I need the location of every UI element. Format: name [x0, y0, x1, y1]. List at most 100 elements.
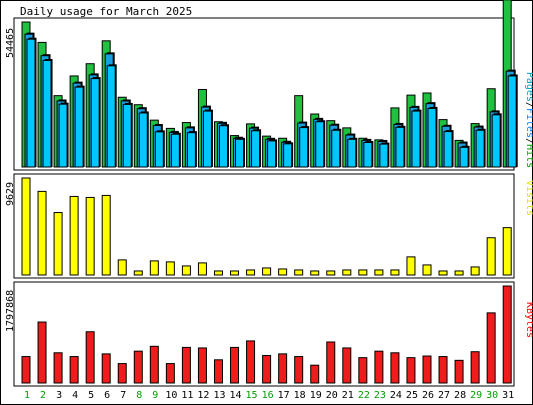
visits-bar-day-8 [133, 270, 143, 276]
kbytes-bar-day-12 [197, 347, 207, 384]
x-tick-label-15: 15 [246, 390, 258, 401]
visits-bar-day-15 [246, 269, 256, 276]
x-tick-label-12: 12 [197, 390, 209, 401]
x-tick-label-25: 25 [406, 390, 418, 401]
legend-files: Files [524, 108, 533, 138]
x-tick-label-4: 4 [72, 390, 78, 401]
panel-middle-bars [21, 177, 512, 276]
panel-bottom-max-label: 1797868 [5, 290, 16, 332]
pages-bar-day-6 [106, 65, 116, 168]
x-tick-label-22: 22 [358, 390, 370, 401]
visits-bar-day-28 [454, 270, 464, 276]
visits-bar-day-11 [181, 265, 191, 276]
visits-bar-day-13 [213, 270, 223, 276]
visits-bar-day-31 [502, 227, 512, 276]
visits-bar-day-6 [101, 194, 111, 276]
pages-bar-day-9 [154, 131, 164, 168]
visits-bar-day-12 [197, 262, 207, 276]
x-tick-label-26: 26 [422, 390, 434, 401]
visits-bar-day-10 [165, 261, 175, 276]
x-tick-label-17: 17 [278, 390, 290, 401]
kbytes-bar-day-26 [422, 355, 432, 384]
visits-bar-day-19 [310, 270, 320, 276]
x-tick-label-11: 11 [181, 390, 193, 401]
kbytes-bar-day-2 [37, 321, 47, 384]
kbytes-bar-day-5 [85, 331, 95, 384]
kbytes-bar-day-18 [294, 356, 304, 384]
kbytes-bar-day-23 [374, 350, 384, 384]
kbytes-bar-day-4 [69, 356, 79, 384]
kbytes-bar-day-8 [133, 350, 143, 384]
kbytes-bar-day-10 [165, 363, 175, 384]
pages-bar-day-20 [331, 129, 341, 168]
kbytes-bar-day-30 [486, 312, 496, 384]
x-tick-label-7: 7 [120, 390, 126, 401]
pages-bar-day-12 [202, 110, 212, 168]
panel-top: 54465 Pages/Files/Hits [5, 0, 533, 171]
pages-bar-day-4 [74, 86, 84, 168]
visits-bar-day-3 [53, 212, 63, 276]
kbytes-bar-day-24 [390, 352, 400, 384]
x-tick-label-29: 29 [470, 390, 482, 401]
visits-bar-day-30 [486, 237, 496, 276]
pages-bar-day-28 [459, 146, 469, 168]
visits-bar-day-16 [262, 267, 272, 276]
pages-bar-day-5 [90, 78, 100, 168]
visits-bar-day-14 [230, 270, 240, 276]
pages-bar-day-8 [138, 112, 148, 168]
panel-middle-frame [13, 173, 515, 279]
legend-hits: Hits [524, 144, 533, 168]
visits-bar-day-22 [358, 269, 368, 276]
kbytes-bar-day-29 [470, 351, 480, 384]
x-tick-label-28: 28 [454, 390, 466, 401]
x-tick-label-31: 31 [502, 390, 514, 401]
kbytes-bar-day-6 [101, 353, 111, 384]
visits-bar-day-17 [278, 268, 288, 276]
x-tick-label-6: 6 [104, 390, 110, 401]
visits-bar-day-29 [470, 266, 480, 276]
pages-bar-day-29 [475, 129, 485, 168]
legend-separator-1: / [524, 102, 533, 108]
x-tick-label-16: 16 [262, 390, 274, 401]
kbytes-bar-day-1 [21, 356, 31, 384]
kbytes-bar-day-22 [358, 357, 368, 384]
panel-top-bars [21, 0, 518, 168]
visits-bar-day-7 [117, 259, 127, 276]
visits-bar-day-18 [294, 269, 304, 276]
x-tick-label-10: 10 [165, 390, 177, 401]
kbytes-bar-day-14 [230, 346, 240, 384]
visits-bar-day-9 [149, 260, 159, 276]
pages-bar-day-24 [395, 126, 405, 168]
visits-bar-day-24 [390, 269, 400, 276]
x-tick-label-14: 14 [229, 390, 241, 401]
panel-middle: 9629 Visits [5, 173, 533, 279]
pages-bar-day-19 [315, 121, 325, 168]
x-tick-label-9: 9 [152, 390, 158, 401]
kbytes-bar-day-13 [213, 359, 223, 384]
visits-bar-day-26 [422, 264, 432, 276]
pages-bar-day-17 [283, 143, 293, 168]
kbytes-bar-day-25 [406, 357, 416, 384]
x-tick-label-21: 21 [342, 390, 354, 401]
kbytes-bar-day-31 [502, 285, 512, 384]
x-tick-label-18: 18 [294, 390, 306, 401]
pages-bar-day-31 [507, 75, 517, 168]
x-tick-label-30: 30 [486, 390, 498, 401]
panel-bottom-legend: KBytes [524, 302, 533, 338]
legend-separator-2: / [524, 138, 533, 144]
panel-bottom-frame [13, 281, 515, 387]
kbytes-bar-day-9 [149, 345, 159, 384]
pages-bar-day-22 [363, 142, 373, 168]
x-tick-label-13: 13 [213, 390, 225, 401]
pages-bar-day-10 [170, 133, 180, 168]
kbytes-bar-day-3 [53, 352, 63, 384]
kbytes-bar-day-20 [326, 341, 336, 384]
visits-bar-day-27 [438, 270, 448, 276]
visits-bar-day-25 [406, 256, 416, 276]
pages-bar-day-16 [267, 140, 277, 168]
visits-bar-day-2 [37, 190, 47, 276]
kbytes-bar-day-28 [454, 359, 464, 384]
panel-bottom: 1797868 KBytes [5, 281, 533, 387]
